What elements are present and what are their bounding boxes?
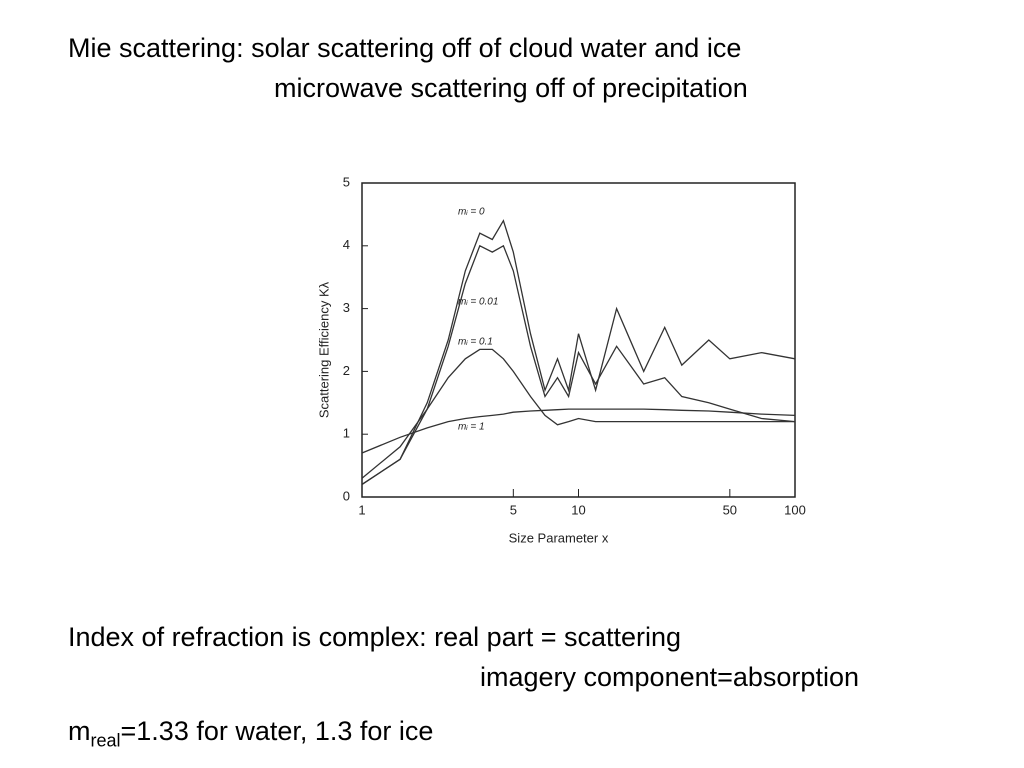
heading: microwave scattering off of precipitatio… <box>274 73 748 103</box>
x-tick-label: 1 <box>358 502 365 517</box>
y-tick-label: 1 <box>343 426 350 441</box>
x-axis-label: Size Parameter x <box>509 530 609 545</box>
x-tick-label: 100 <box>784 502 806 517</box>
series-label: mᵢ = 0.01 <box>458 297 498 308</box>
y-tick-label: 0 <box>343 488 350 503</box>
line <box>361 244 796 485</box>
y-tick-label: 4 <box>343 237 350 252</box>
line <box>361 219 796 485</box>
y-tick-label: 3 <box>343 300 350 315</box>
text: =1.33 for water, 1.3 for ice <box>120 716 434 746</box>
text: real <box>90 730 121 751</box>
x-tick-label: 10 <box>571 502 585 517</box>
y-tick-label: 5 <box>343 174 350 189</box>
line <box>361 408 796 454</box>
text: imagery component=absorption <box>480 662 859 692</box>
text: mreal=1.33 for water, 1.3 for ice <box>68 716 433 751</box>
x-tick-label: 50 <box>723 502 737 517</box>
plot-frame <box>361 182 796 498</box>
text: m <box>68 716 91 746</box>
text: Index of refraction is complex: real par… <box>68 622 682 652</box>
y-tick-label: 2 <box>343 363 350 378</box>
series-label: mᵢ = 0.1 <box>458 337 493 348</box>
series-label: mᵢ = 1 <box>458 422 485 433</box>
line <box>361 348 795 479</box>
heading: Mie scattering: solar scattering off of … <box>68 33 742 63</box>
y-axis-label: Scattering Efficiency Kλ <box>316 281 331 418</box>
series-label: mᵢ = 0 <box>458 207 485 218</box>
x-tick-label: 5 <box>510 502 517 517</box>
